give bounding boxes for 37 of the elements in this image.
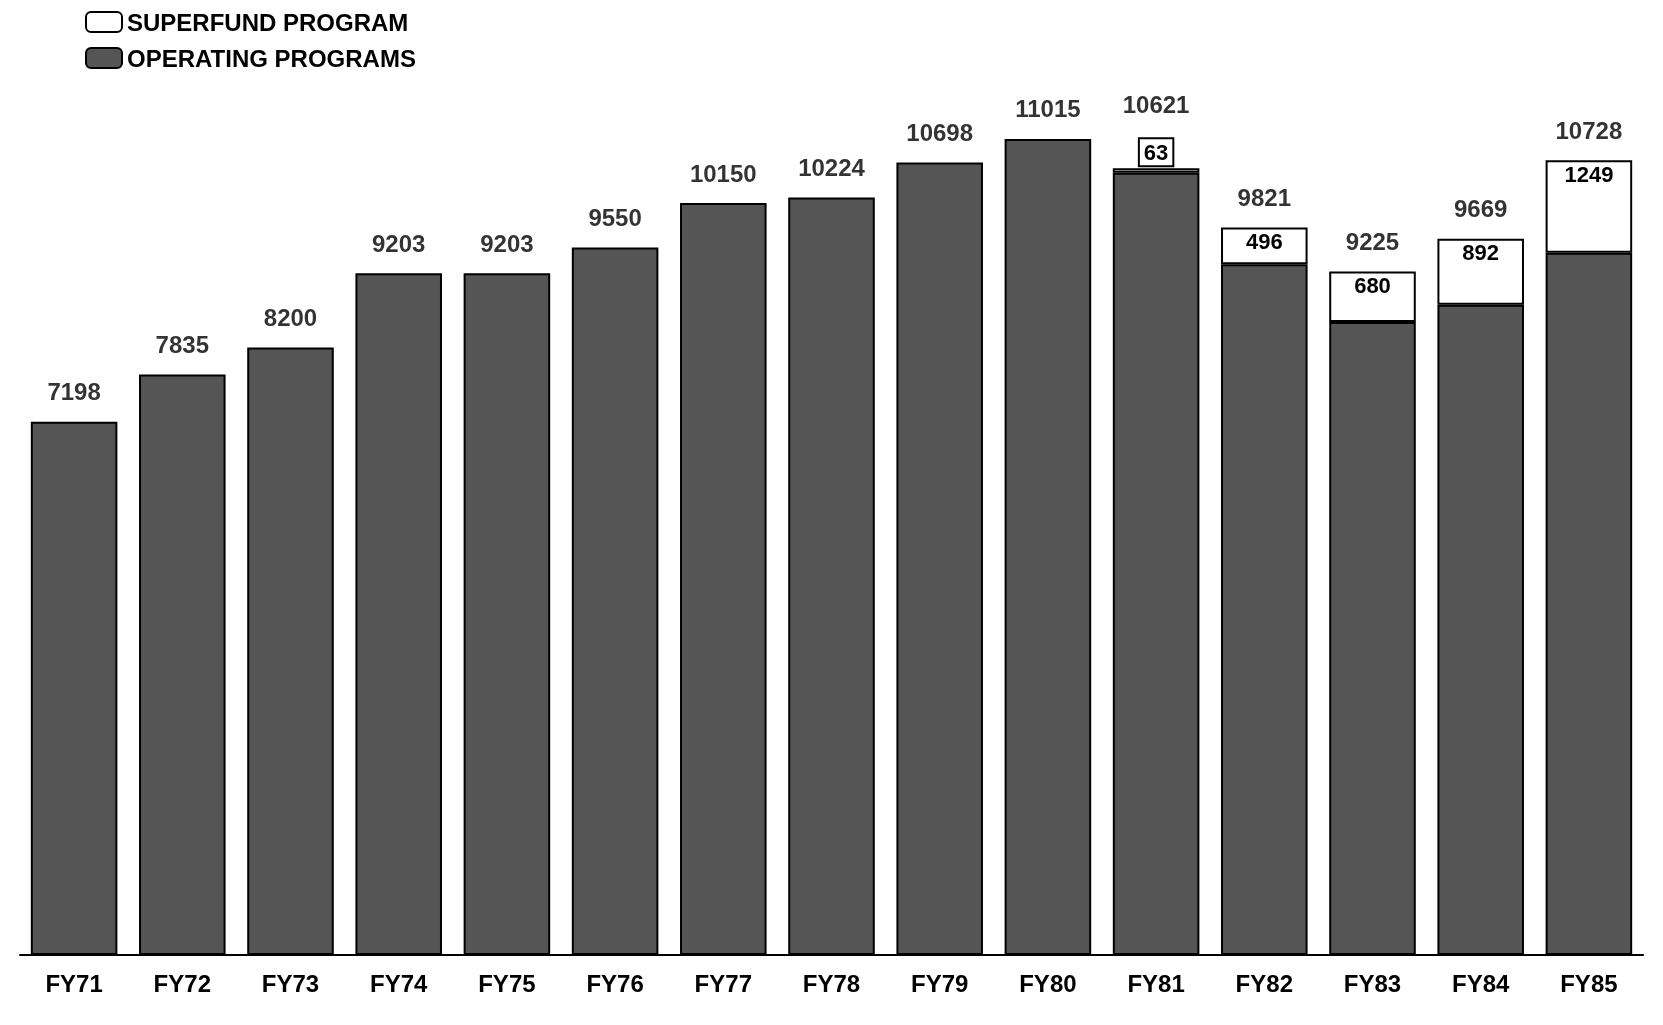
data-label: 63: [1143, 139, 1169, 165]
x-tick-label: FY76: [586, 969, 644, 997]
legend-label: OPERATING PROGRAMS: [127, 44, 416, 72]
total-label: 10621: [1122, 90, 1190, 118]
total-label: 10150: [689, 159, 757, 187]
total-label: 8200: [263, 304, 318, 332]
x-tick-label: FY80: [1019, 969, 1077, 997]
total-label: 9821: [1237, 183, 1291, 211]
total-label: 7198: [47, 378, 101, 406]
x-tick-label: FY82: [1235, 969, 1293, 997]
total-label: 10698: [906, 118, 974, 146]
total-label: 10224: [798, 154, 866, 182]
x-tick-label: FY77: [694, 969, 752, 997]
x-tick-label: FY83: [1343, 969, 1402, 997]
data-label: 892: [1462, 240, 1500, 266]
data-label: 1249: [1564, 161, 1614, 187]
x-tick-label: FY72: [153, 969, 211, 997]
x-tick-label: FY85: [1560, 969, 1618, 997]
total-label: 9669: [1454, 195, 1508, 223]
x-tick-label: FY71: [45, 969, 103, 997]
x-tick-label: FY75: [478, 969, 536, 997]
x-tick-label: FY74: [370, 969, 429, 997]
total-label: 9550: [588, 204, 642, 231]
legend-label: SUPERFUND PROGRAM: [127, 8, 409, 36]
total-label: 9203: [480, 229, 534, 257]
x-tick-label: FY81: [1127, 969, 1185, 997]
data-label: 496: [1245, 228, 1283, 254]
x-tick-label: FY84: [1452, 969, 1511, 997]
total-label: 7835: [155, 331, 209, 359]
total-label: 10728: [1555, 116, 1623, 144]
total-label: 9225: [1345, 228, 1400, 256]
data-label: 680: [1354, 273, 1391, 299]
total-label: 11015: [1015, 95, 1081, 123]
total-label: 9203: [372, 229, 426, 257]
x-tick-label: FY73: [261, 969, 320, 997]
x-tick-label: FY78: [802, 969, 861, 997]
x-tick-label: FY79: [911, 969, 969, 997]
